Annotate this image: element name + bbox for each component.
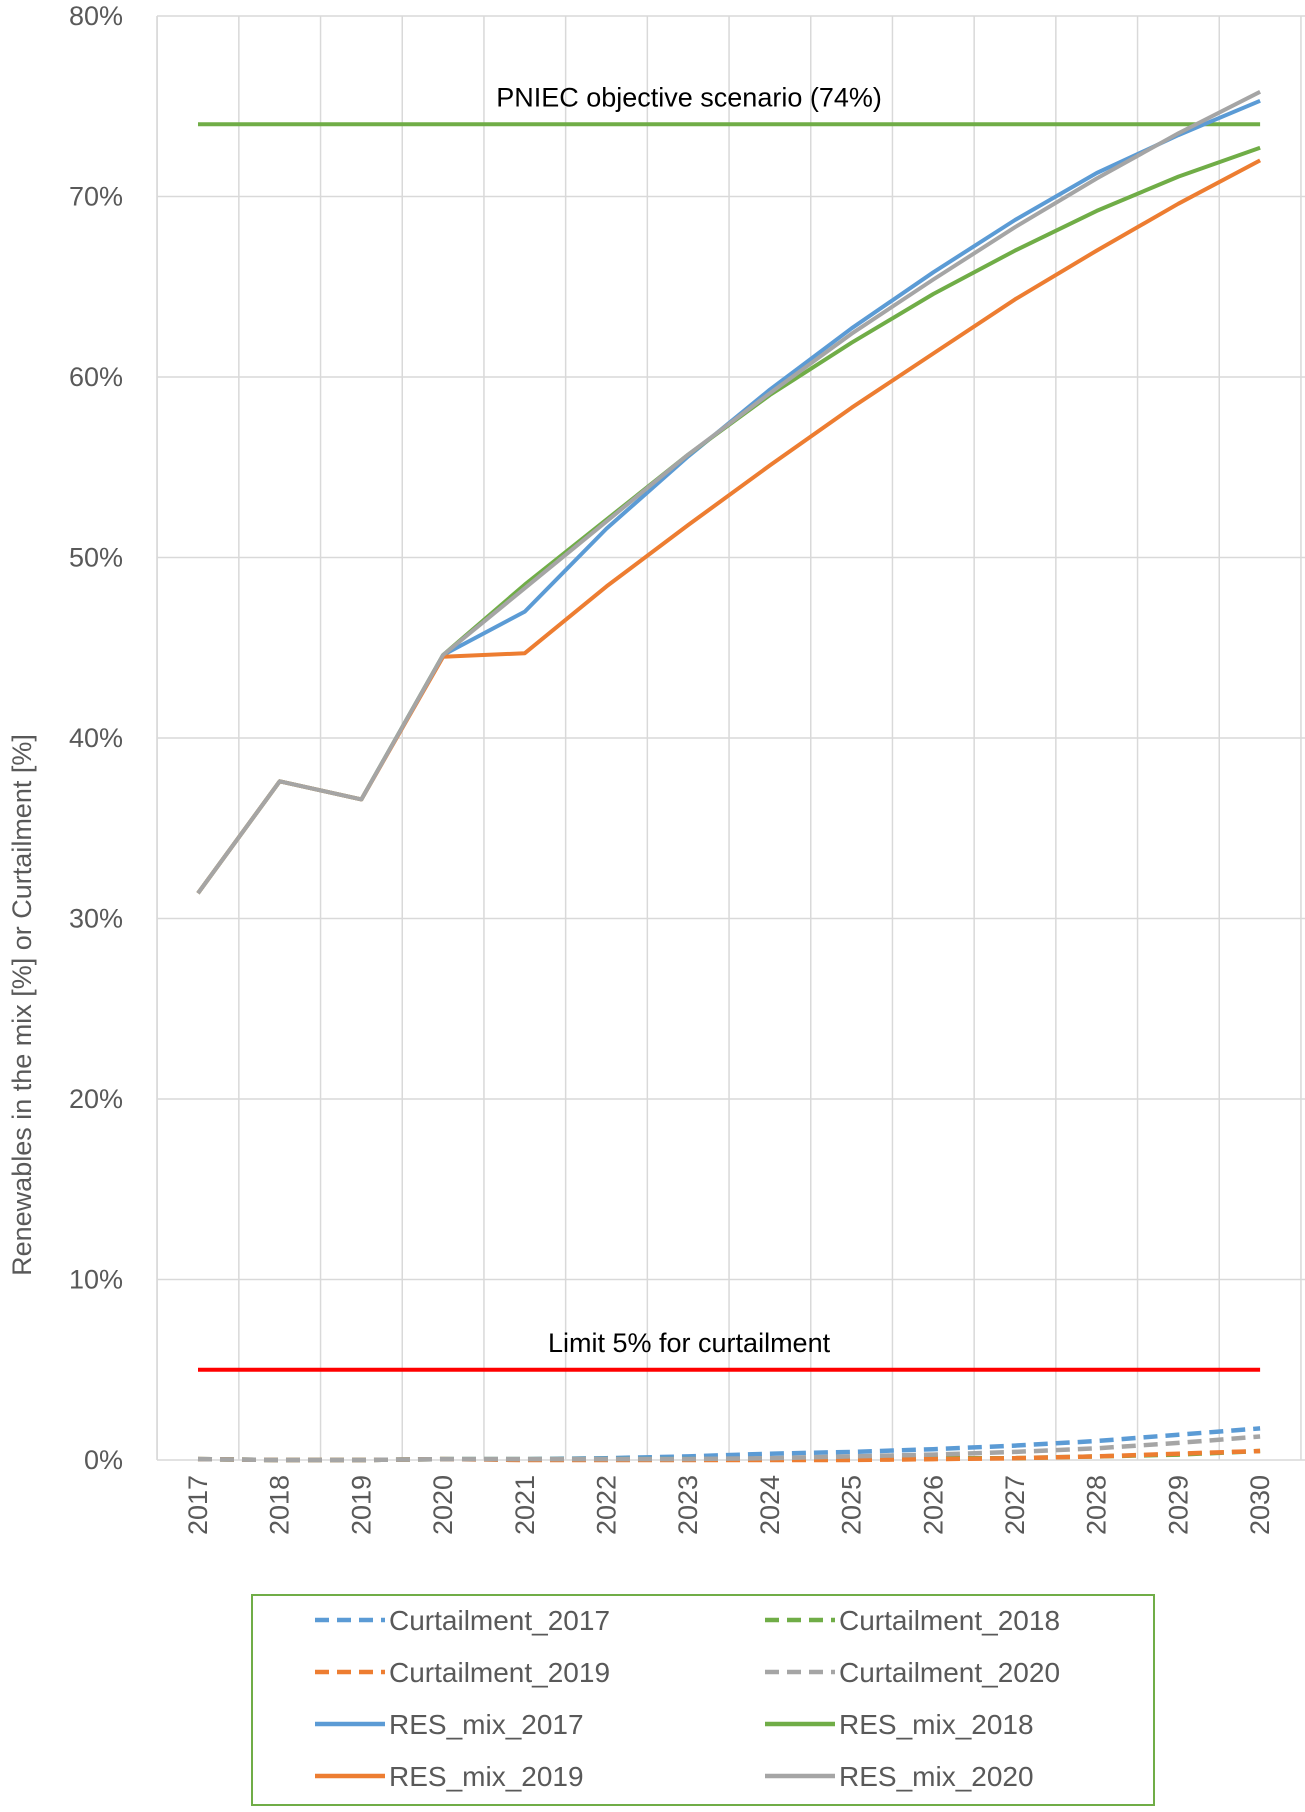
legend-label: Curtailment_2019 <box>389 1657 610 1688</box>
x-tick-label: 2022 <box>592 1475 622 1535</box>
y-tick-labels: 0% 10% 20% 30% 40% 50% 60% 70% 80% <box>69 1 123 1475</box>
y-tick-label: 70% <box>69 182 123 212</box>
x-tick-labels: 2017 2018 2019 2020 2021 2022 2023 2024 2025 2026… <box>183 1475 1275 1535</box>
series-lines <box>196 90 1262 1463</box>
legend: Curtailment_2017 Curtailment_2018 Curtailm… <box>251 1594 1155 1806</box>
x-tick-label: 2017 <box>183 1475 213 1535</box>
x-tick-label: 2018 <box>265 1475 295 1535</box>
x-tick-label: 2020 <box>428 1475 458 1535</box>
legend-label: RES_mix_2018 <box>839 1709 1034 1740</box>
legend-label: Curtailment_2018 <box>839 1605 1060 1636</box>
legend-label: RES_mix_2019 <box>389 1761 584 1792</box>
y-tick-label: 10% <box>69 1265 123 1295</box>
legend-label: Curtailment_2020 <box>839 1657 1060 1688</box>
y-tick-label: 60% <box>69 362 123 392</box>
legend-label: RES_mix_2017 <box>389 1709 584 1740</box>
y-axis-title: Renewables in the mix [%] or Curtailment… <box>7 734 37 1276</box>
series-line <box>197 1434 1261 1463</box>
x-tick-label: 2029 <box>1163 1475 1193 1535</box>
reference-line-label: Limit 5% for curtailment <box>548 1328 831 1358</box>
y-tick-label: 20% <box>69 1084 123 1114</box>
y-tick-label: 40% <box>69 723 123 753</box>
x-tick-label: 2026 <box>918 1475 948 1535</box>
legend-label: Curtailment_2017 <box>389 1605 610 1636</box>
x-tick-label: 2023 <box>673 1475 703 1535</box>
x-tick-label: 2021 <box>510 1475 540 1535</box>
x-tick-label: 2025 <box>837 1475 867 1535</box>
x-tick-label: 2019 <box>346 1475 376 1535</box>
y-tick-label: 30% <box>69 904 123 934</box>
x-tick-label: 2024 <box>755 1475 785 1535</box>
y-tick-label: 80% <box>69 1 123 31</box>
gridlines <box>156 15 1305 1461</box>
x-tick-label: 2028 <box>1082 1475 1112 1535</box>
series-line <box>196 90 1262 895</box>
reference-lines: PNIEC objective scenario (74%) Limit 5% f… <box>198 82 1261 1372</box>
x-tick-label: 2027 <box>1000 1475 1030 1535</box>
x-tick-label: 2030 <box>1245 1475 1275 1535</box>
reference-line-label: PNIEC objective scenario (74%) <box>496 82 882 112</box>
legend-label: RES_mix_2020 <box>839 1761 1034 1792</box>
legend-box <box>251 1594 1155 1806</box>
y-tick-label: 50% <box>69 543 123 573</box>
y-tick-label: 0% <box>84 1445 123 1475</box>
